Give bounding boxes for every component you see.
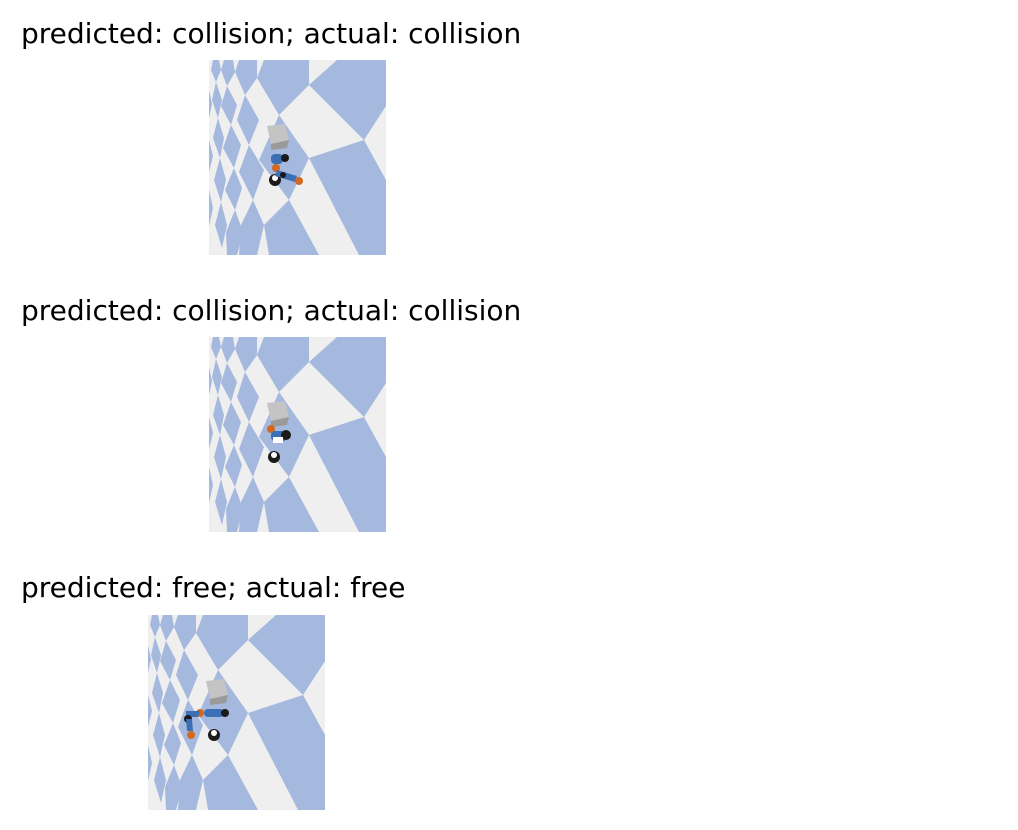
simulation-image bbox=[209, 60, 386, 255]
panel-title: predicted: free; actual: free bbox=[21, 571, 406, 604]
panel-title: predicted: collision; actual: collision bbox=[21, 17, 522, 50]
panel-title: predicted: collision; actual: collision bbox=[21, 294, 522, 327]
simulation-image bbox=[209, 337, 386, 532]
simulation-image bbox=[148, 615, 325, 810]
